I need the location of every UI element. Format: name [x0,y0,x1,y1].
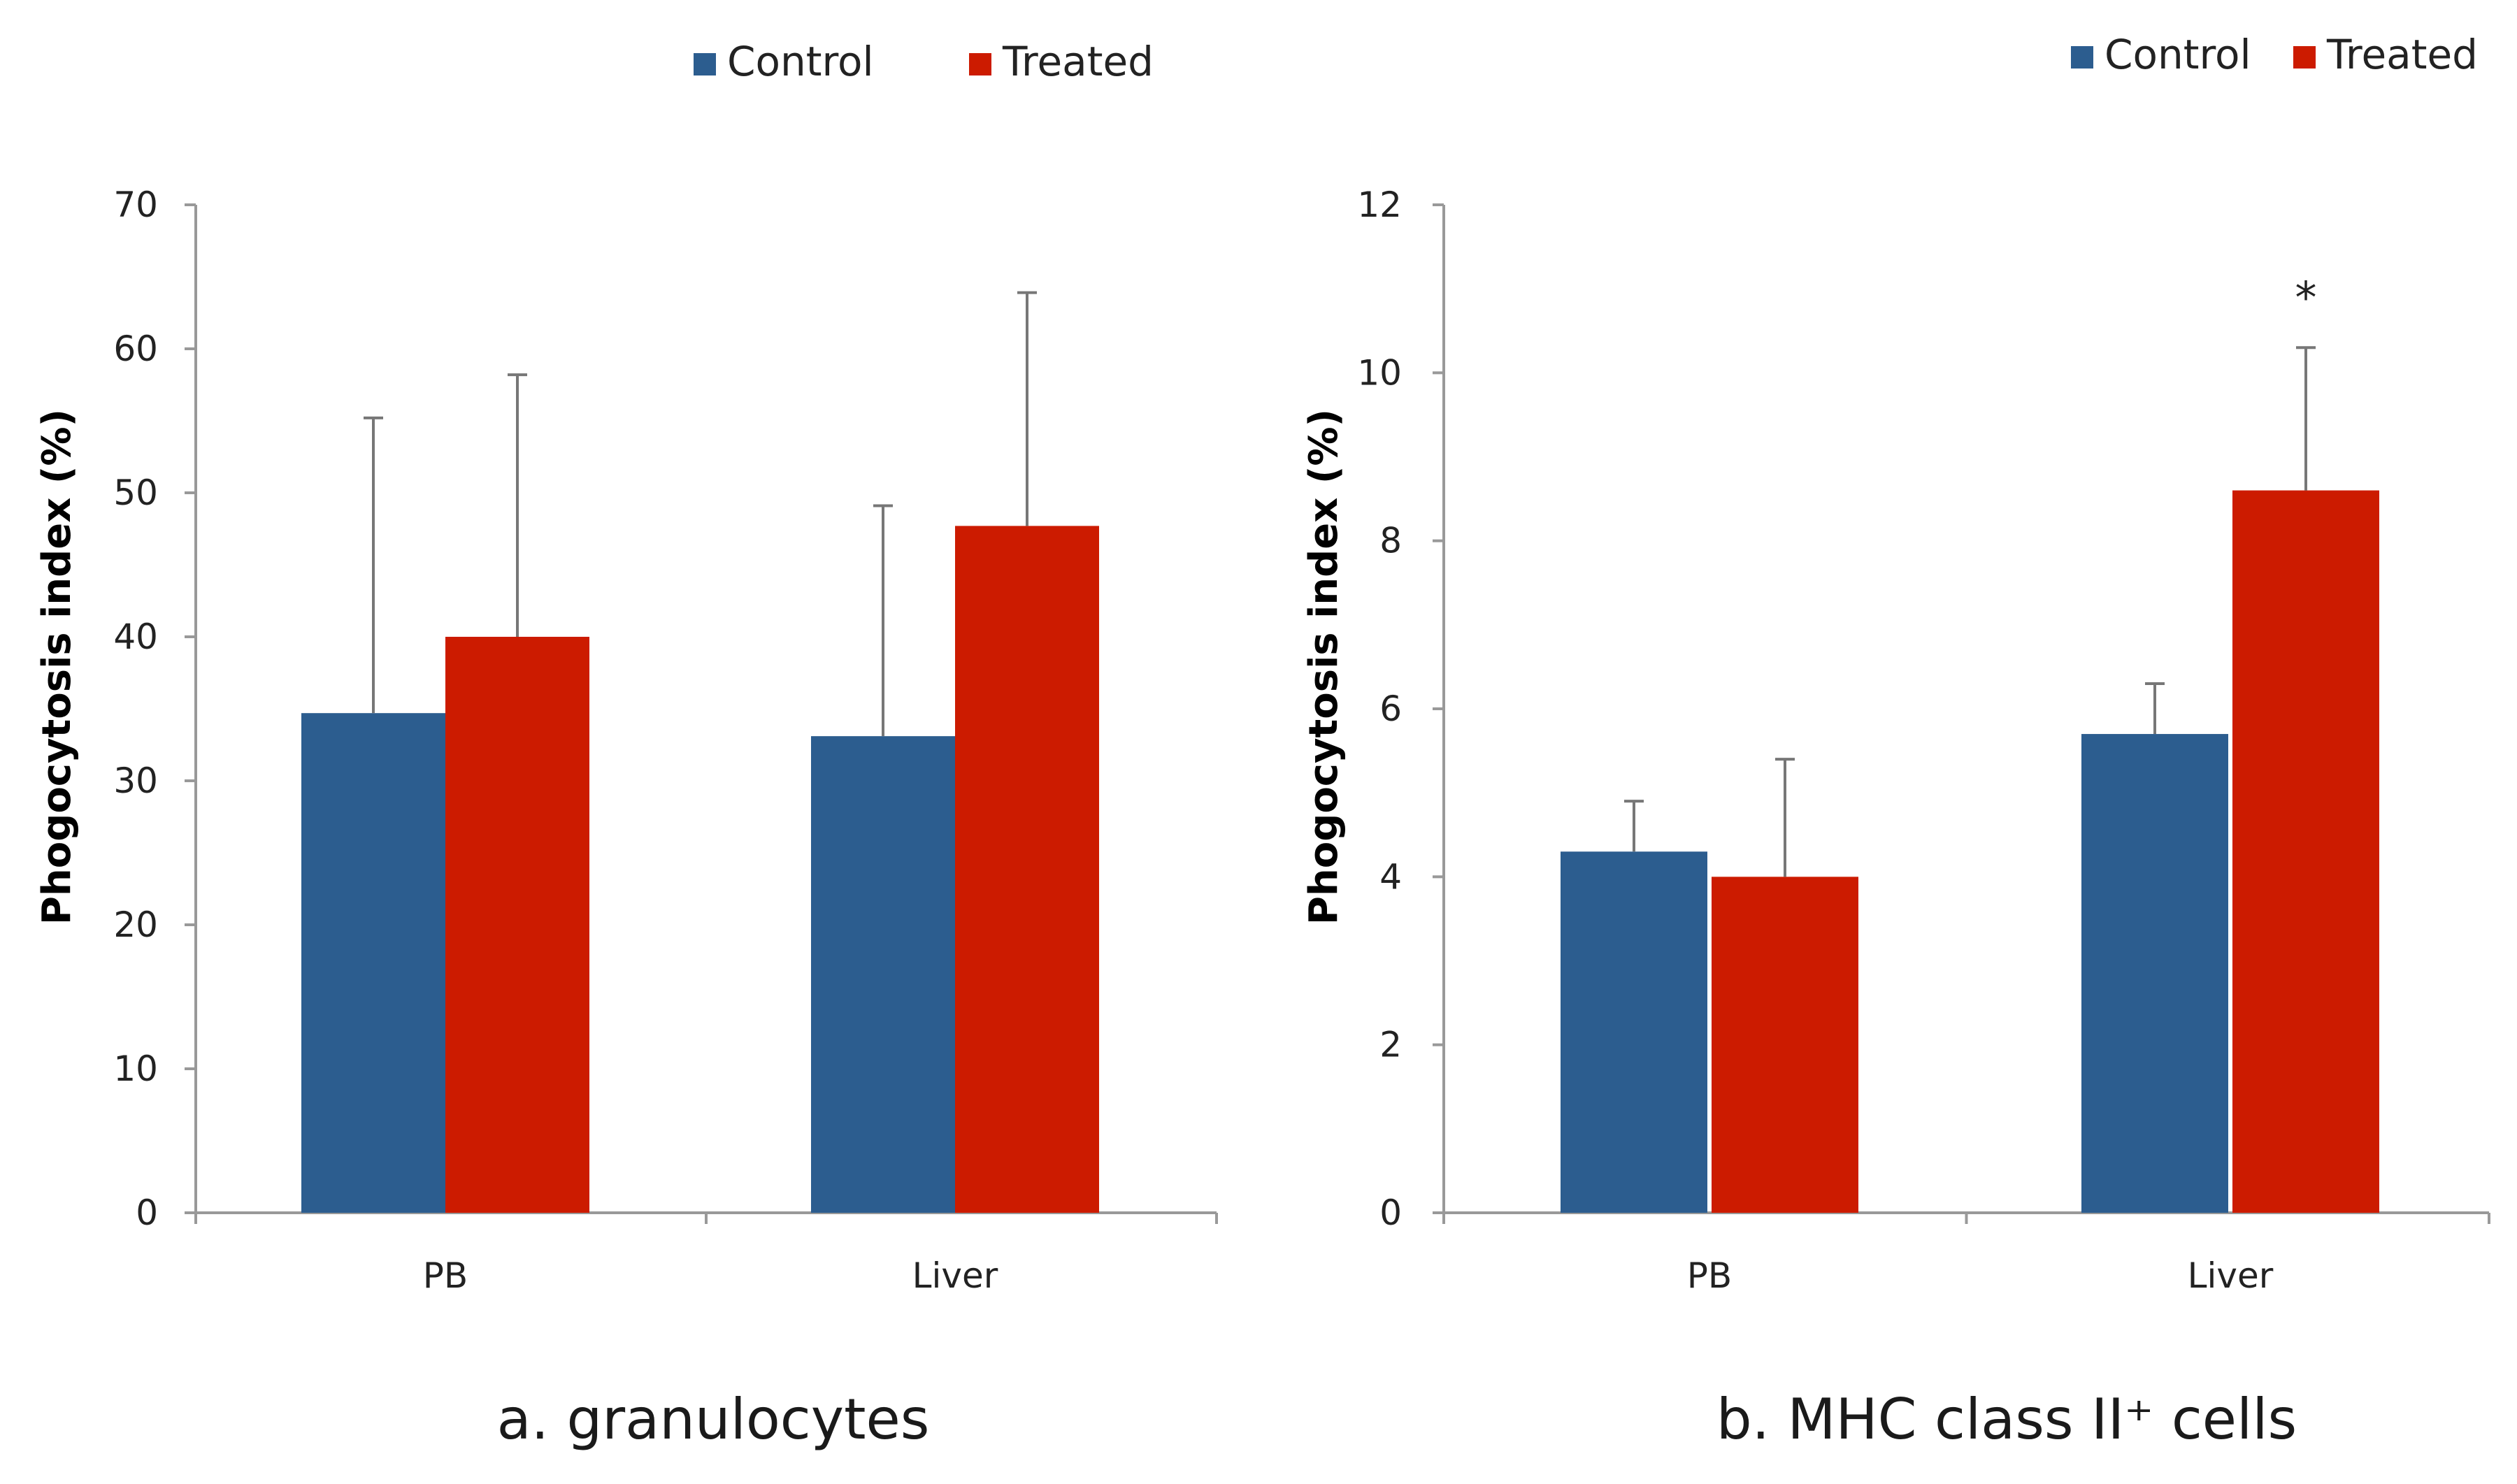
y-tick-label: 0 [136,1193,158,1233]
y-tick-label: 6 [1379,689,1402,729]
legend-label: Treated [2326,31,2478,78]
y-tick-label: 12 [1357,185,1402,225]
y-tick-label: 4 [1379,856,1402,897]
y-tick-label: 10 [1357,352,1402,393]
x-category-label: PB [1687,1255,1732,1296]
y-tick-label: 50 [113,473,158,513]
panel-a: 0 10 20 30 40 50 60 70 Phogocytosis index (%) PB L… [34,38,1218,1452]
y-tick-label: 0 [1379,1193,1402,1233]
legend-swatch [2293,46,2316,69]
bar-treated-pb [445,637,589,1213]
bar-control-liver [811,736,955,1213]
bar-treated-pb [1712,877,1858,1213]
y-axis-label: Phogocytosis index (%) [1301,409,1347,925]
y-tick-label: 2 [1379,1025,1402,1065]
bar-treated-liver [2232,490,2379,1213]
y-tick-label: 20 [113,905,158,945]
x-category-label: PB [423,1255,468,1296]
legend-label: Control [727,38,874,85]
bar-control-pb [1561,851,1707,1213]
x-category-label: Liver [912,1255,998,1296]
y-tick-label: 10 [113,1049,158,1089]
bar-treated-liver [955,526,1099,1213]
panel-b: 0 2 4 6 8 10 12 Phogocytosis index (%) PB Liver * C… [1301,31,2490,1452]
y-tick-label: 60 [113,329,158,369]
legend-swatch [694,53,716,75]
y-tick-label: 8 [1379,521,1402,561]
y-tick-label: 70 [113,185,158,225]
legend-label: Treated [1002,38,1154,85]
significance-marker: * [2295,272,2317,323]
x-category-label: Liver [2188,1255,2274,1296]
y-tick-label: 30 [113,761,158,801]
bar-control-pb [301,713,445,1213]
y-axis-label: Phogocytosis index (%) [34,409,80,925]
panel-title: b. MHC class II⁺ cells [1716,1387,2297,1452]
legend-swatch [969,53,991,75]
legend-label: Control [2104,31,2251,78]
y-tick-label: 40 [113,617,158,657]
legend-swatch [2071,46,2093,69]
panel-title: a. granulocytes [497,1387,930,1452]
bar-control-liver [2081,734,2228,1213]
